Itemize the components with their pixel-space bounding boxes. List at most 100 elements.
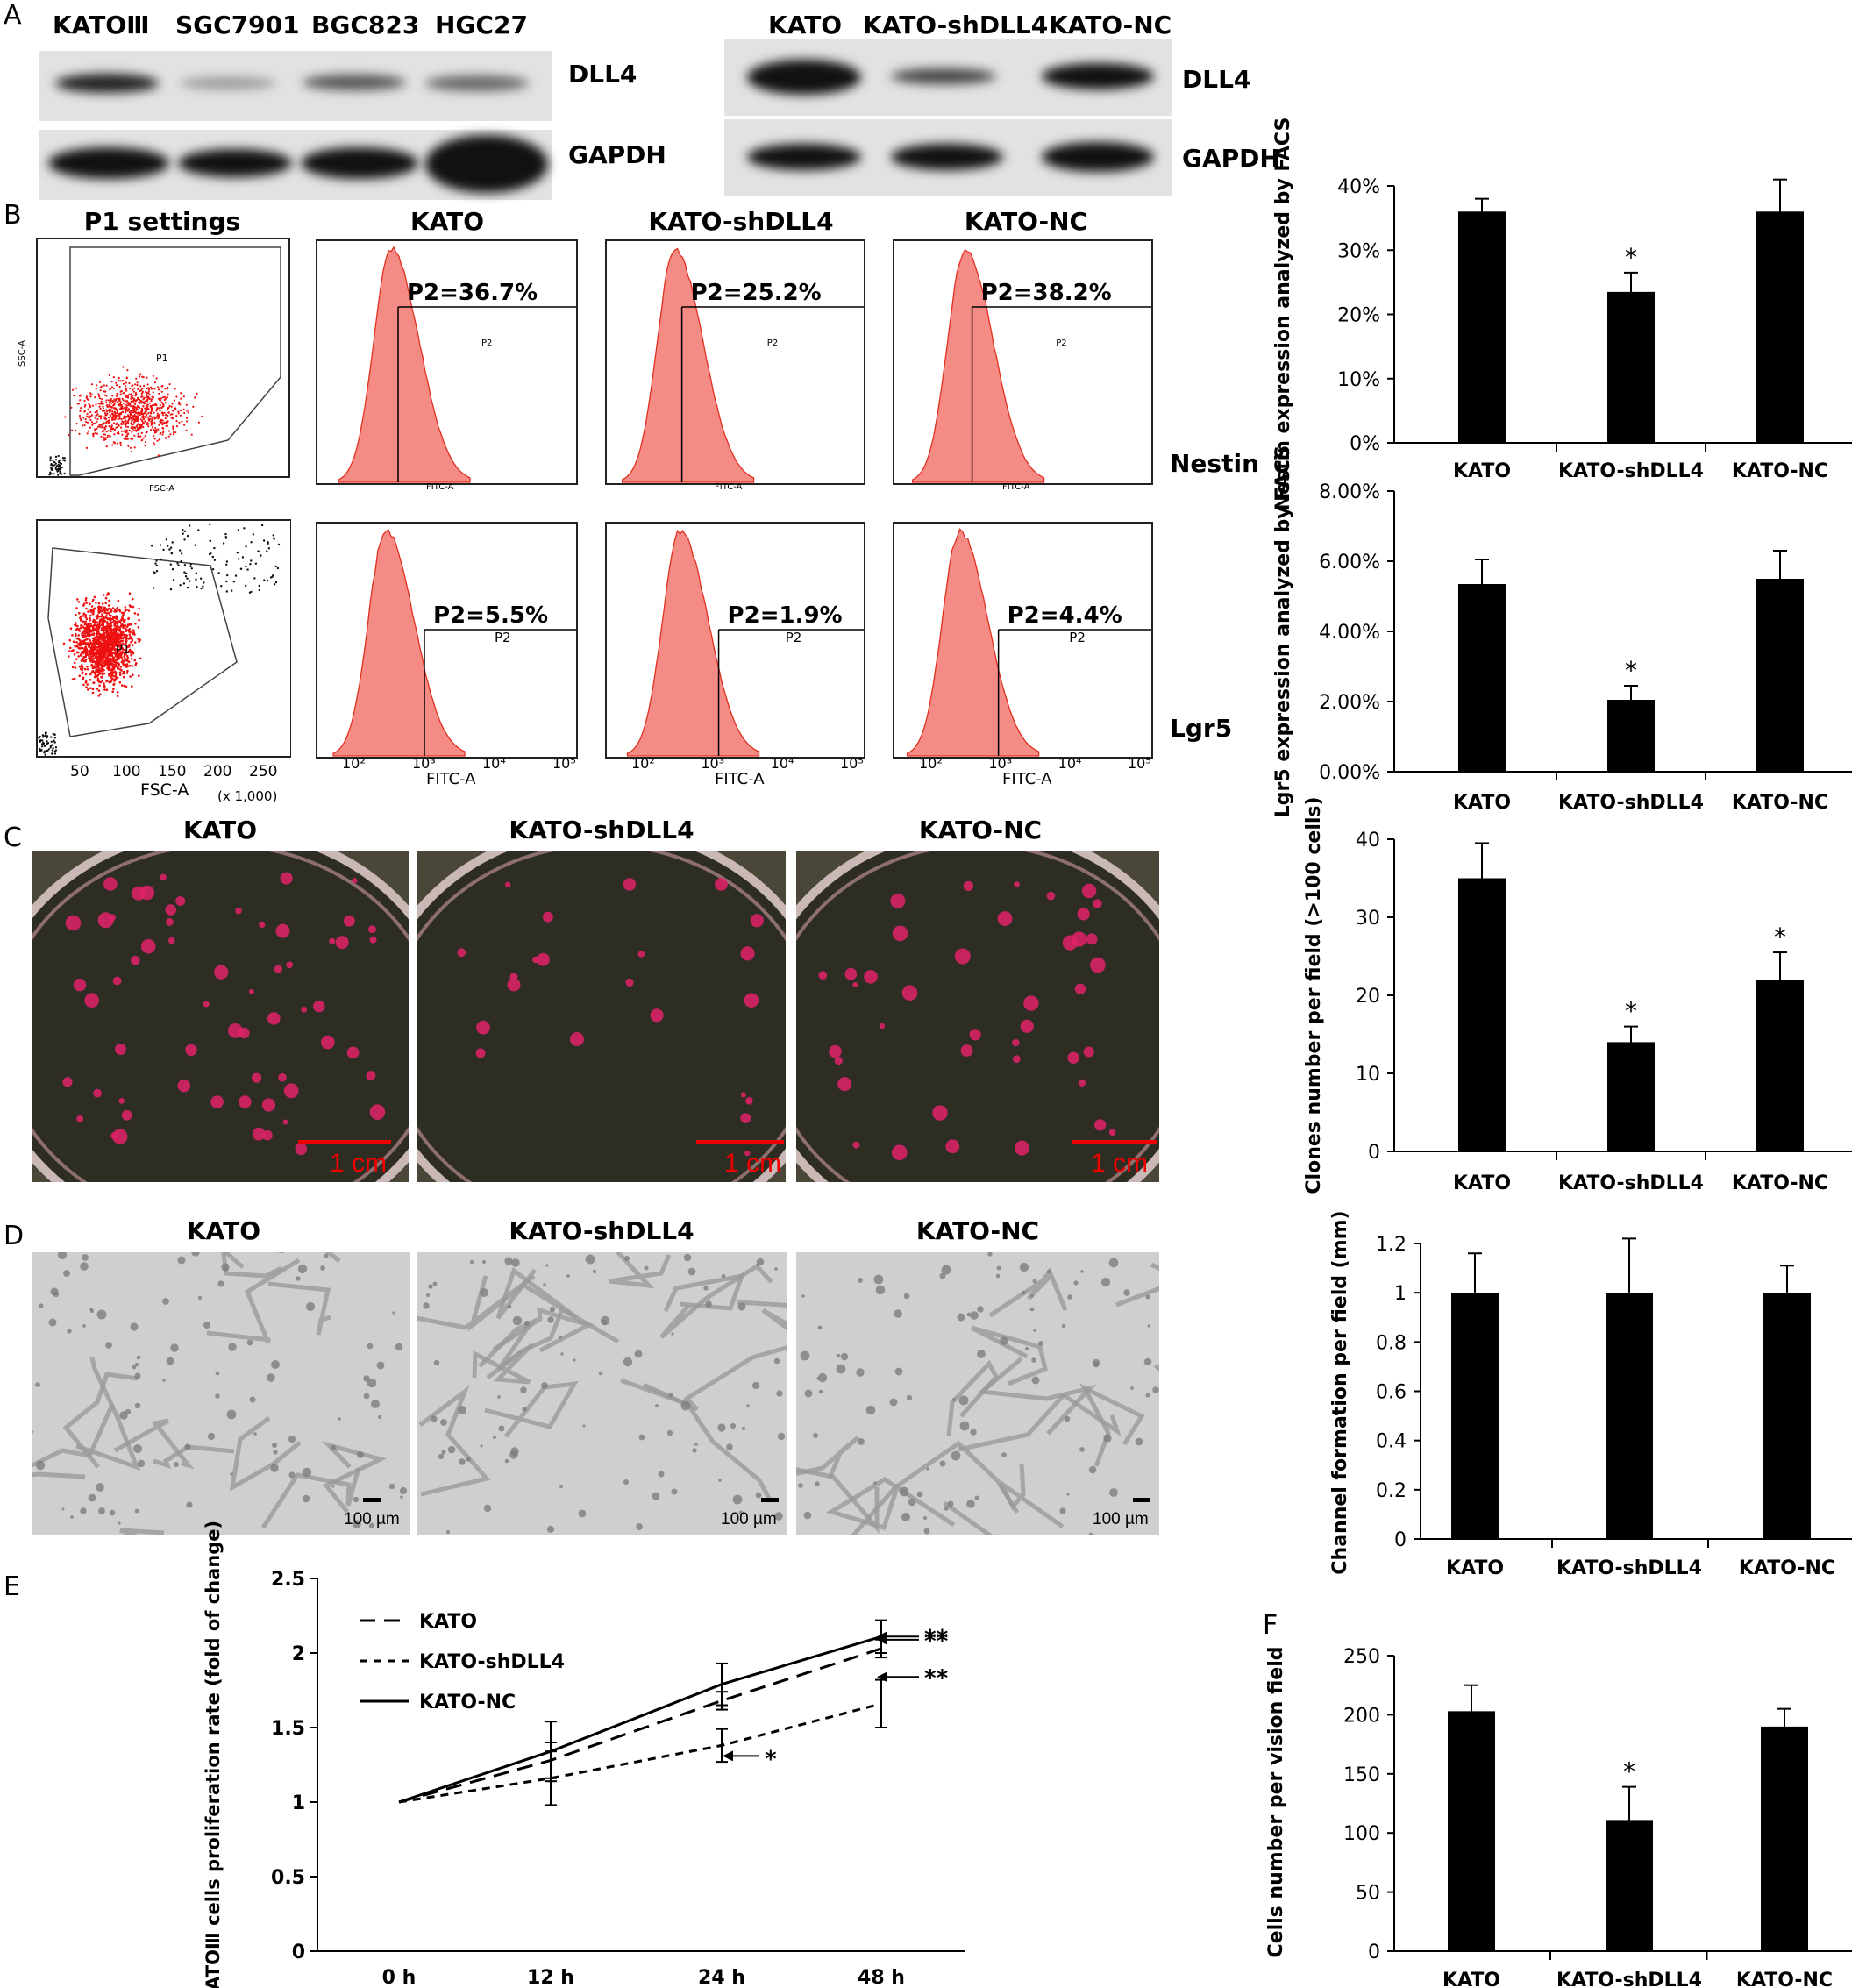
cell-cluster <box>939 1272 946 1279</box>
cell-cluster <box>1123 1289 1130 1296</box>
panel-letter-f: F <box>1263 1610 1278 1641</box>
cell-cluster <box>228 1343 237 1351</box>
bar <box>1761 1726 1808 1951</box>
x-category-label: KATO <box>1453 1172 1511 1194</box>
colony <box>282 1119 288 1125</box>
cell-cluster <box>134 1362 139 1367</box>
cell-cluster <box>1061 1323 1066 1329</box>
cell-cluster <box>50 1287 59 1296</box>
cell-cluster <box>746 1404 750 1407</box>
colony <box>834 1056 843 1065</box>
cell-cluster <box>510 1447 519 1456</box>
cell-cluster <box>582 1424 586 1428</box>
cell-cluster <box>1031 1357 1036 1363</box>
cell-cluster <box>82 1254 89 1261</box>
cell-cluster <box>889 1398 898 1407</box>
colony <box>93 1088 102 1098</box>
p1-scatter-nestin: SSC-A FSC-A P1 <box>18 238 290 493</box>
cell-cluster <box>504 1458 509 1464</box>
cell-cluster <box>773 1357 780 1365</box>
colony <box>1093 899 1102 908</box>
tick-label: 150 <box>158 763 186 780</box>
cell-cluster <box>98 1507 105 1514</box>
cell-cluster <box>80 1507 87 1514</box>
cell-cluster <box>215 1371 220 1376</box>
cell-cluster <box>249 1396 256 1403</box>
colony <box>335 936 349 950</box>
y-tick-label: 200 <box>1343 1705 1380 1727</box>
cell-cluster <box>371 1400 380 1408</box>
y-axis-label: Clones number per field (>100 cells) <box>1303 796 1325 1194</box>
cell-cluster <box>1152 1386 1159 1393</box>
cell-cluster <box>96 1483 104 1492</box>
cell-cluster <box>774 1512 783 1521</box>
colony <box>175 896 186 906</box>
cell-cluster <box>246 1339 253 1346</box>
cell-cluster <box>774 1267 778 1271</box>
colony <box>1020 1019 1034 1033</box>
cell-cluster <box>80 1262 89 1271</box>
legend-label: KATO-shDLL4 <box>419 1651 565 1673</box>
arrow-head <box>723 1750 733 1762</box>
colony <box>901 985 918 1001</box>
gate-percentage: P2=4.4% <box>1008 602 1122 629</box>
cell-cluster <box>705 1300 712 1308</box>
colony <box>740 1092 746 1098</box>
cell-cluster <box>1059 1507 1066 1514</box>
colony <box>321 1035 335 1050</box>
cell-cluster <box>644 1265 649 1271</box>
cell-cluster <box>134 1508 139 1514</box>
y-tick-label: 8.00% <box>1319 481 1380 503</box>
colony <box>744 993 759 1008</box>
colony-dish-nc <box>796 851 1159 1182</box>
y-tick-label: 0 <box>1394 1529 1407 1551</box>
colony <box>864 970 878 984</box>
tube-image-nc <box>796 1252 1159 1535</box>
colony <box>1023 995 1039 1011</box>
cell-cluster <box>658 1471 665 1478</box>
tube-channel <box>221 1252 284 1279</box>
cell-cluster <box>559 1485 563 1488</box>
cell-cluster <box>61 1507 65 1511</box>
y-tick-label: 40 <box>1356 830 1380 851</box>
y-tick-label: 4.00% <box>1319 622 1380 644</box>
colony-dish-shdll4 <box>417 851 786 1182</box>
colony <box>165 904 176 916</box>
cell-cluster <box>977 1306 984 1313</box>
cell-cluster <box>1103 1434 1112 1443</box>
y-tick-label: 0 <box>1368 1942 1380 1963</box>
cell-cluster <box>1100 1277 1111 1287</box>
cell-cluster <box>483 1504 492 1513</box>
cell-cluster <box>272 1443 277 1448</box>
colony <box>352 878 358 884</box>
cell-cluster <box>836 1364 846 1374</box>
colony <box>570 1032 584 1046</box>
y-tick-label: 0.8 <box>1376 1332 1407 1354</box>
cell-cluster <box>671 1332 674 1336</box>
petri-dish <box>796 851 1159 1182</box>
colony <box>369 936 377 944</box>
tick-label: 10⁴ <box>482 755 506 772</box>
cell-cluster <box>559 1336 562 1339</box>
cell-cluster <box>35 1382 40 1387</box>
cell-cluster <box>755 1492 762 1499</box>
bar <box>1756 980 1804 1151</box>
y-tick-label: 2.5 <box>271 1569 305 1591</box>
y-tick-label: 0 <box>292 1942 305 1963</box>
colony <box>301 1006 308 1013</box>
cell-cluster <box>504 1257 513 1265</box>
histogram-peak <box>906 528 1040 757</box>
cell-cluster <box>926 1467 929 1471</box>
cell-cluster <box>70 1515 74 1519</box>
colony <box>945 1139 960 1154</box>
panel-letter-b: B <box>4 200 22 231</box>
dll4-blot <box>724 39 1172 116</box>
gate-label: P2 <box>495 630 511 645</box>
row-label-nestin: Nestin <box>1170 449 1260 478</box>
y-tick-label: 6.00% <box>1319 552 1380 574</box>
y-axis-label: Channel formation per field (mm) <box>1329 1210 1351 1574</box>
cell-cluster <box>431 1415 438 1422</box>
series-line <box>398 1635 882 1804</box>
colony <box>267 1012 281 1025</box>
lane-label: KATO-shDLL4 <box>863 11 1049 39</box>
